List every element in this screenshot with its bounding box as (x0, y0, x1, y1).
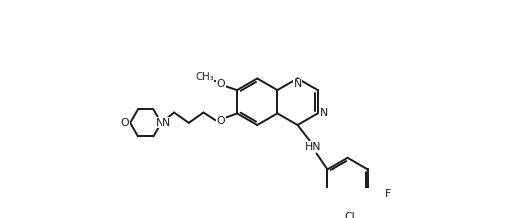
Text: N: N (156, 118, 165, 128)
Text: O: O (121, 118, 129, 128)
Text: Cl: Cl (345, 212, 356, 218)
Text: F: F (385, 189, 391, 199)
Text: O: O (216, 116, 225, 126)
Text: CH₃: CH₃ (195, 72, 214, 82)
Text: HN: HN (305, 141, 321, 152)
Text: N: N (293, 79, 301, 89)
Text: O: O (216, 79, 225, 89)
Text: N: N (162, 118, 170, 128)
Text: N: N (320, 108, 329, 118)
